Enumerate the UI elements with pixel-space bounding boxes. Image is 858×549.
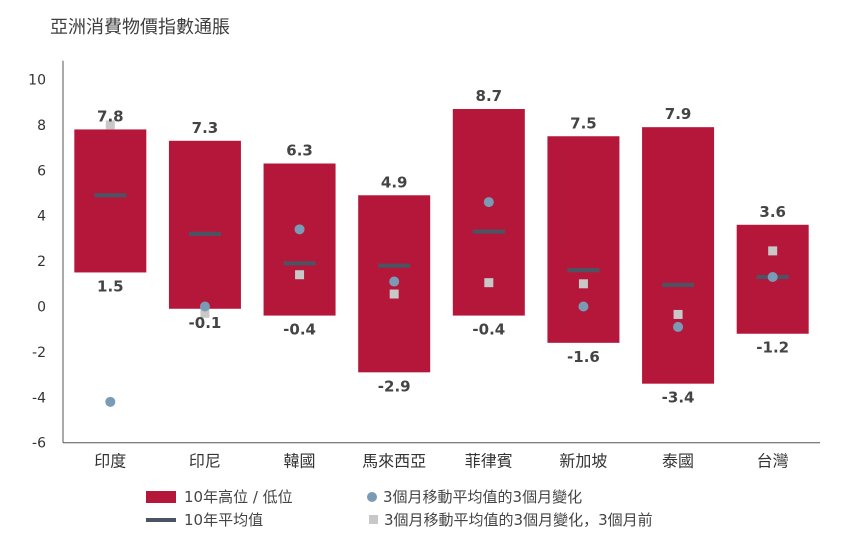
change-marker — [578, 301, 589, 312]
low-value-label: -1.6 — [567, 348, 600, 366]
high-value-label: 7.5 — [570, 114, 597, 132]
change-prior-marker — [389, 289, 399, 299]
low-value-label: 1.5 — [97, 277, 124, 295]
low-value-label: -0.4 — [283, 321, 316, 339]
change-marker — [389, 276, 400, 287]
legend-item-average: 10年平均值 — [146, 509, 263, 530]
legend-swatch-average — [146, 517, 176, 522]
legend-label-average: 10年平均值 — [184, 511, 264, 529]
average-marker — [188, 231, 221, 236]
legend-swatch-change-prior — [369, 515, 378, 524]
average-marker — [472, 229, 505, 234]
x-category-label: 菲律賓 — [465, 452, 513, 470]
change-marker — [294, 224, 305, 235]
high-value-label: 6.3 — [286, 141, 313, 159]
average-marker — [283, 261, 316, 266]
change-prior-marker — [768, 246, 778, 256]
plot-area: 10 8 6 4 2 0 -2 -4 -6 7.8 1.5 印度 7.3 -0.1 印尼 6.3 -0.4 韓國… — [28, 60, 820, 470]
average-marker — [378, 263, 411, 268]
x-category-label: 韓國 — [284, 452, 316, 470]
average-marker — [94, 193, 127, 198]
high-value-label: 3.6 — [759, 203, 786, 221]
high-value-label: 7.8 — [97, 107, 124, 125]
y-tick-label: -6 — [32, 436, 46, 452]
change-prior-marker — [105, 120, 115, 130]
range-bar — [263, 163, 336, 316]
y-tick-label: 6 — [37, 163, 46, 179]
low-value-label: -0.4 — [472, 321, 505, 339]
legend-item-change-prior: 3個月移動平均值的3個月變化，3個月前 — [369, 509, 653, 530]
x-category-label: 新加坡 — [559, 452, 607, 470]
y-tick-label: 4 — [37, 209, 46, 225]
range-bar — [74, 129, 147, 273]
x-category-label: 印尼 — [189, 452, 221, 470]
average-marker — [662, 282, 695, 287]
legend-swatch-change — [367, 491, 377, 502]
legend-label-change: 3個月移動平均值的3個月變化 — [383, 488, 583, 506]
low-value-label: -2.9 — [378, 377, 411, 395]
low-value-label: -3.4 — [662, 389, 695, 407]
range-bar — [547, 136, 620, 343]
legend-item-range: 10年高位 / 低位 — [146, 486, 293, 507]
change-marker — [673, 321, 684, 332]
high-value-label: 7.3 — [192, 119, 219, 137]
low-value-label: -0.1 — [189, 314, 222, 332]
high-value-label: 4.9 — [381, 173, 408, 191]
x-category-label: 泰國 — [662, 452, 694, 470]
change-prior-marker — [673, 309, 683, 319]
y-tick-label: -2 — [32, 345, 46, 361]
x-category-label: 印度 — [94, 452, 126, 470]
change-marker — [767, 271, 778, 282]
change-prior-marker — [484, 278, 494, 288]
x-category-label: 馬來西亞 — [362, 452, 426, 470]
change-prior-marker — [295, 270, 305, 280]
x-category-label: 台灣 — [757, 452, 789, 470]
chart-title: 亞洲消費物價指數通脹 — [50, 17, 230, 38]
legend-swatch-range — [146, 490, 176, 503]
change-prior-marker — [578, 279, 588, 289]
low-value-label: -1.2 — [756, 339, 789, 357]
y-tick-label: 10 — [28, 73, 46, 89]
y-tick-label: 8 — [37, 118, 46, 134]
change-marker — [199, 301, 210, 312]
high-value-label: 7.9 — [665, 105, 692, 123]
legend-item-change: 3個月移動平均值的3個月變化 — [367, 486, 582, 507]
change-marker — [483, 197, 494, 208]
high-value-label: 8.7 — [476, 87, 503, 105]
y-tick-label: 2 — [37, 254, 46, 270]
y-tick-label: -4 — [32, 390, 46, 406]
range-bar — [642, 127, 715, 384]
range-bar — [168, 140, 241, 309]
y-tick-label: 0 — [37, 300, 46, 316]
legend-label-change-prior: 3個月移動平均值的3個月變化，3個月前 — [384, 511, 653, 529]
average-marker — [567, 268, 600, 273]
change-marker — [105, 396, 116, 407]
legend-label-range: 10年高位 / 低位 — [184, 488, 293, 506]
change-prior-marker — [200, 308, 210, 318]
